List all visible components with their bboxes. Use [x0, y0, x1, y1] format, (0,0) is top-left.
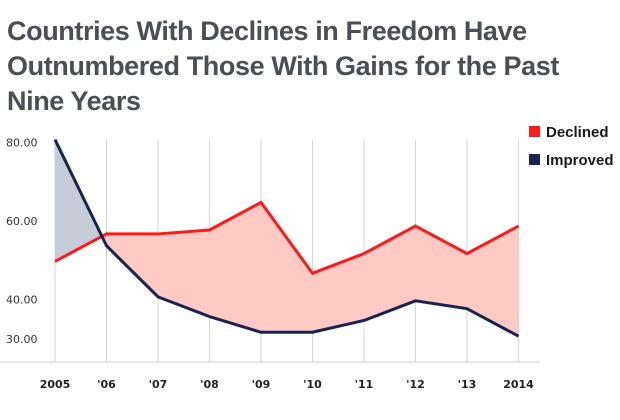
y-tick-label: 30.00 — [6, 333, 38, 346]
series-line-improved — [53, 138, 520, 338]
x-tick-label: '06 — [97, 378, 116, 391]
legend-label-improved: Improved — [546, 152, 614, 169]
improved-gap-area — [55, 139, 102, 262]
legend-swatch-declined — [529, 126, 540, 137]
legend-label-declined: Declined — [546, 124, 609, 141]
x-tick-label: '11 — [355, 378, 374, 391]
chart-title: Countries With Declines in Freedom Have … — [7, 16, 559, 116]
legend-swatch-improved — [529, 154, 540, 165]
x-tick-label: 2005 — [40, 378, 71, 391]
x-tick-label: '07 — [149, 378, 168, 391]
x-tick-label: '13 — [458, 378, 477, 391]
y-tick-label: 80.00 — [6, 136, 38, 149]
x-tick-label: '09 — [252, 378, 271, 391]
x-tick-label: '12 — [406, 378, 425, 391]
x-tick-label: 2014 — [503, 378, 534, 391]
declined-gap-area — [101, 202, 519, 337]
series-line-declined — [54, 200, 520, 276]
x-tick-label: '10 — [303, 378, 322, 391]
y-tick-label: 40.00 — [6, 294, 38, 307]
y-tick-label: 60.00 — [6, 215, 38, 228]
x-tick-label: '08 — [200, 378, 219, 391]
